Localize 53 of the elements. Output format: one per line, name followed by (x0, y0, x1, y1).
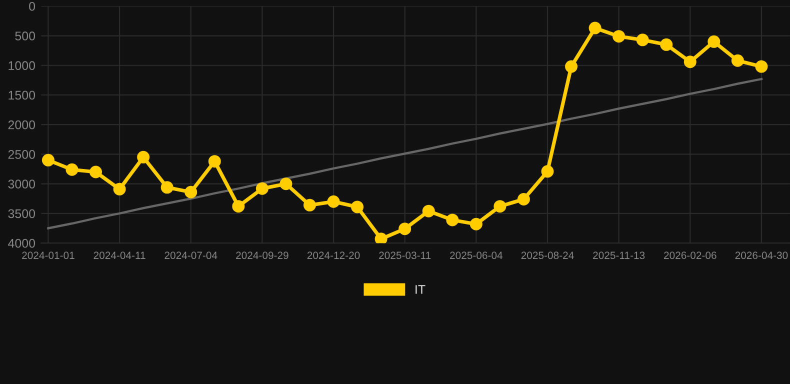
point (303, 198, 316, 212)
x-tick-label: 2024-04-11 (94, 252, 146, 260)
legend-label: IT (416, 285, 426, 294)
point (90, 166, 102, 178)
y-tick-label: 500 (15, 32, 36, 40)
point (422, 204, 435, 218)
y-tick-label: 1000 (8, 61, 36, 70)
point (232, 200, 245, 213)
point (256, 182, 268, 195)
point (374, 232, 388, 244)
point (755, 60, 768, 73)
point (113, 182, 126, 196)
point (66, 163, 78, 176)
point (160, 181, 174, 194)
x-tick-label: 2025-08-24 (521, 252, 574, 260)
point (708, 35, 720, 48)
point (494, 200, 506, 213)
y-tick-label: 0 (29, 2, 36, 11)
x-tick-label: 2025-11-13 (593, 252, 645, 260)
point (565, 60, 578, 73)
point (327, 195, 340, 208)
y-tick-label: 4000 (8, 238, 36, 248)
line-series (47, 78, 763, 230)
point (446, 214, 459, 226)
point (42, 154, 54, 166)
point (588, 22, 602, 34)
point (208, 155, 221, 168)
x-tick-label: 2024-07-04 (164, 252, 218, 260)
point (636, 34, 649, 46)
y-tick-label: 2500 (8, 150, 36, 159)
x-tick-label: 2025-06-04 (450, 252, 503, 260)
point (137, 150, 150, 164)
x-tick-label: 2026-04-30 (735, 252, 788, 260)
y-tick-label: 2000 (8, 120, 36, 130)
x-tick-label: 2025-03-11 (379, 252, 431, 260)
y-tick-label: 3500 (8, 209, 36, 218)
y-tick-label: 1500 (8, 90, 36, 100)
point (541, 165, 554, 178)
point (684, 56, 696, 68)
x-tick-label: 2024-01-01 (22, 252, 74, 260)
point (612, 30, 626, 43)
y-tick-label: 3000 (8, 180, 36, 188)
point (660, 38, 673, 51)
x-tick-label: 2024-12-20 (307, 252, 360, 260)
point (280, 178, 292, 190)
x-tick-label: 2026-02-06 (664, 252, 716, 260)
point (517, 192, 530, 206)
x-tick-label: 2024-09-29 (236, 252, 288, 260)
point (398, 222, 412, 236)
point (351, 200, 364, 214)
point (470, 218, 482, 230)
point (184, 186, 198, 198)
point (731, 54, 744, 67)
